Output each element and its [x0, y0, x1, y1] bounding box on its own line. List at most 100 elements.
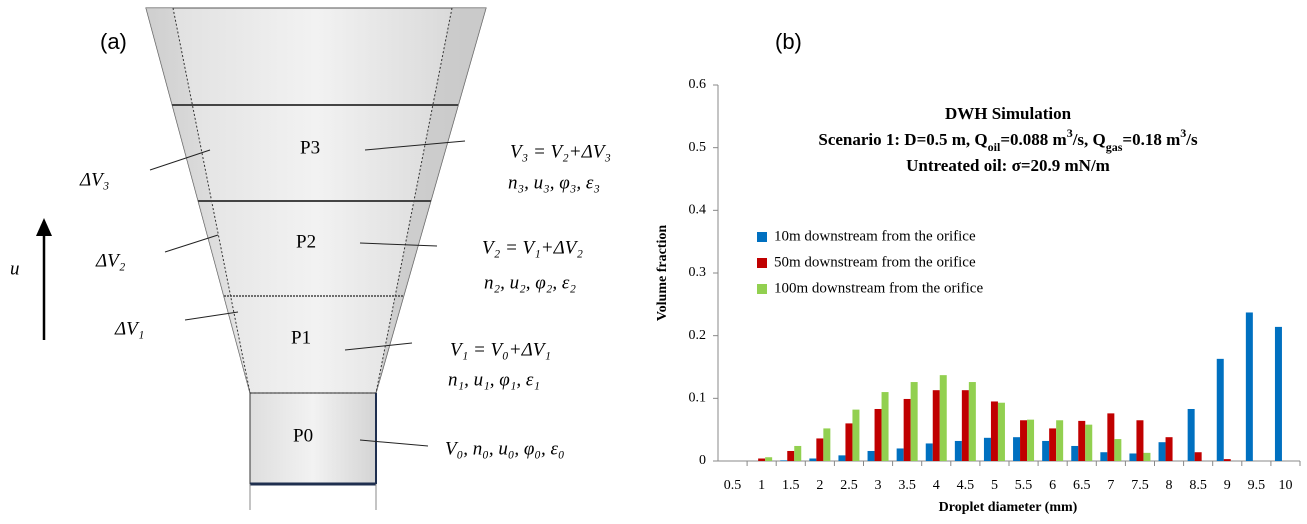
- bar: [809, 458, 817, 461]
- bar: [1143, 452, 1151, 461]
- y-tick-label: 0.5: [689, 140, 707, 155]
- bar: [925, 443, 933, 461]
- properties: n₃, u₃, φ₃, ε₃: [508, 172, 600, 193]
- y-axis-title: Volume fraction: [655, 225, 670, 322]
- bar: [961, 390, 969, 461]
- bar: [1165, 437, 1173, 461]
- y-tick-label: 0.1: [689, 391, 707, 406]
- x-tick-label: 5: [991, 478, 998, 493]
- bar: [968, 382, 976, 461]
- x-tick-label: 2.5: [840, 478, 858, 493]
- panel-label: (a): [100, 29, 127, 54]
- panel-label: (b): [775, 29, 802, 54]
- legend-label: 100m downstream from the orifice: [774, 280, 983, 296]
- increment: ΔV₃: [79, 169, 109, 190]
- bar: [1078, 420, 1086, 461]
- bar: [780, 460, 788, 461]
- bar: [787, 450, 795, 461]
- x-tick-label: 6: [1049, 478, 1056, 493]
- y-tick-label: 0: [699, 453, 706, 468]
- x-tick-label: 7.5: [1131, 478, 1149, 493]
- x-tick-label: 5.5: [1015, 478, 1033, 493]
- bar: [1049, 428, 1057, 461]
- bar: [896, 448, 904, 461]
- bar: [910, 382, 918, 461]
- bar: [939, 375, 947, 461]
- bar: [1042, 440, 1050, 461]
- x-tick-label: 3.5: [898, 478, 916, 493]
- title-segment: DWH Simulation: [945, 104, 1072, 123]
- chart-title: Untreated oil: σ=20.9 mN/m: [906, 156, 1110, 175]
- increment: ΔV₁: [114, 318, 144, 339]
- bar: [838, 455, 846, 461]
- properties: n₂, u₂, φ₂, ε₂: [484, 272, 576, 293]
- title-segment: Untreated oil: σ=20.9 mN/m: [906, 156, 1110, 175]
- bar: [1107, 413, 1115, 461]
- bar: [758, 458, 766, 461]
- legend-swatch: [757, 232, 767, 242]
- legend-label: 50m downstream from the orifice: [774, 254, 976, 270]
- chart-title: DWH Simulation: [945, 104, 1072, 123]
- equation: V₂ = V₁+ΔV₂: [482, 237, 583, 258]
- bar: [1187, 408, 1195, 461]
- bar: [867, 450, 875, 461]
- bar: [1158, 442, 1166, 461]
- y-tick-label: 0.6: [689, 77, 707, 92]
- title-segment: 3: [1180, 126, 1186, 140]
- bar: [1085, 424, 1093, 461]
- bar: [881, 392, 889, 461]
- x-tick-label: 0.5: [724, 478, 742, 493]
- bar: [1114, 439, 1122, 461]
- y-tick-label: 0.3: [689, 265, 707, 280]
- x-tick-label: 7: [1107, 478, 1114, 493]
- title-segment: /s, Q: [1072, 130, 1106, 149]
- x-tick-label: 9.5: [1248, 478, 1266, 493]
- bar: [845, 423, 853, 461]
- x-tick-label: 1: [758, 478, 765, 493]
- title-segment: =0.18 m: [1122, 130, 1180, 149]
- bar: [1020, 420, 1028, 461]
- bar: [1100, 452, 1108, 461]
- bar: [1194, 452, 1202, 461]
- title-segment: 3: [1067, 126, 1073, 140]
- bar: [794, 445, 802, 461]
- parcel-label: P1: [291, 327, 311, 348]
- y-tick-label: 0.4: [689, 203, 707, 218]
- bar: [903, 398, 911, 461]
- legend-swatch: [757, 258, 767, 268]
- bar: [1056, 420, 1064, 461]
- bar: [1013, 437, 1021, 461]
- bar: [990, 401, 998, 461]
- chart-title: Scenario 1: D=0.5 m, Qoil=0.088 m3/s, Qg…: [818, 126, 1198, 154]
- equation: V₃ = V₂+ΔV₃: [510, 141, 611, 162]
- x-tick-label: 4.5: [957, 478, 975, 493]
- title-segment: gas: [1106, 140, 1123, 154]
- bar: [954, 440, 962, 461]
- bar: [1129, 453, 1137, 461]
- x-tick-label: 9: [1224, 478, 1231, 493]
- title-segment: =0.088 m: [1000, 130, 1066, 149]
- direction-label: u: [10, 258, 20, 279]
- bar: [1274, 326, 1282, 461]
- x-axis-title: Droplet diameter (mm): [939, 500, 1078, 515]
- x-tick-label: 10: [1278, 478, 1292, 493]
- parcel-label: P2: [296, 231, 316, 252]
- legend-label: 10m downstream from the orifice: [774, 228, 976, 244]
- bar: [874, 408, 882, 461]
- bar: [983, 437, 991, 461]
- bar: [1136, 420, 1144, 461]
- y-tick-label: 0.2: [689, 328, 707, 343]
- bar: [823, 428, 831, 461]
- title-segment: Scenario 1: D=0.5 m, Q: [818, 130, 987, 149]
- bar: [1245, 312, 1253, 461]
- x-tick-label: 3: [875, 478, 882, 493]
- x-tick-label: 4: [933, 478, 940, 493]
- bar: [852, 409, 860, 461]
- x-tick-label: 8: [1166, 478, 1173, 493]
- properties: n₁, u₁, φ₁, ε₁: [448, 369, 540, 390]
- parcel-label: P3: [300, 137, 320, 158]
- increment: ΔV₂: [95, 250, 126, 271]
- equation: V₁ = V₀+ΔV₁: [450, 339, 551, 360]
- legend-swatch: [757, 284, 767, 294]
- parcel-label: P0: [293, 425, 313, 446]
